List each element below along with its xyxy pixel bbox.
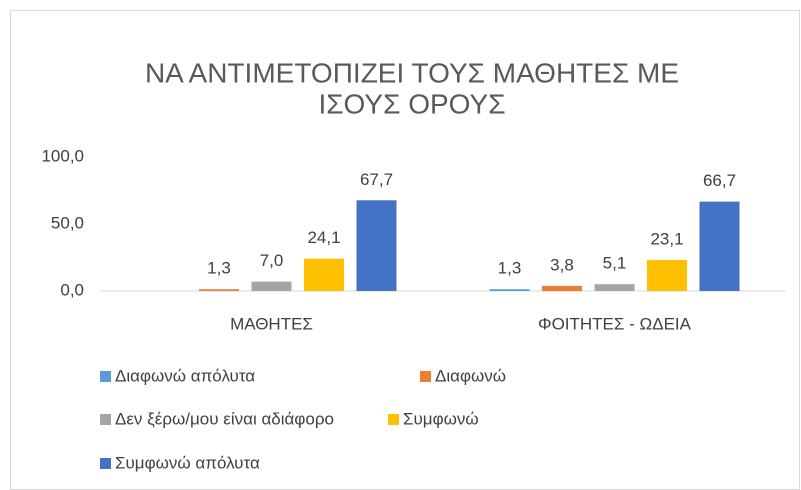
bar bbox=[542, 285, 582, 291]
bar bbox=[489, 289, 530, 291]
bar bbox=[594, 284, 635, 291]
value-label: 1,3 bbox=[498, 259, 522, 278]
legend-label: Δεν ξέρω/μου είναι αδιάφορο bbox=[115, 409, 334, 428]
value-label: 66,7 bbox=[703, 171, 736, 190]
bar bbox=[699, 201, 740, 291]
legend-swatch bbox=[420, 371, 431, 382]
legend-label: Διαφωνώ απόλυτα bbox=[115, 366, 255, 385]
value-label: 24,1 bbox=[307, 228, 340, 247]
legend-label: Συμφωνώ bbox=[403, 409, 479, 428]
x-tick-label: ΜΑΘΗΤΕΣ bbox=[230, 314, 313, 333]
y-tick-label: 100,0 bbox=[41, 146, 84, 165]
bar bbox=[647, 260, 687, 291]
y-tick-label: 50,0 bbox=[51, 213, 84, 232]
value-label: 23,1 bbox=[650, 230, 683, 249]
value-label: 5,1 bbox=[603, 254, 627, 273]
y-tick-label: 0,0 bbox=[60, 280, 84, 299]
legend-label: Συμφωνώ απόλυτα bbox=[115, 453, 260, 472]
bar bbox=[251, 281, 292, 291]
bar bbox=[356, 200, 397, 291]
legend-swatch bbox=[100, 458, 111, 469]
legend-swatch bbox=[388, 414, 399, 425]
value-label: 67,7 bbox=[360, 170, 393, 189]
bar bbox=[304, 258, 344, 291]
x-tick-label: ΦΟΙΤΗΤΕΣ - ΩΔΕΙΑ bbox=[538, 314, 692, 333]
legend-label: Διαφωνώ bbox=[435, 366, 506, 385]
legend-swatch bbox=[100, 414, 111, 425]
bar bbox=[199, 289, 239, 291]
chart-title: ΙΣΟΥΣ ΟΡΟΥΣ bbox=[318, 88, 505, 119]
value-label: 3,8 bbox=[550, 255, 574, 274]
value-label: 7,0 bbox=[260, 251, 284, 270]
value-label: 1,3 bbox=[207, 259, 231, 278]
chart-title: ΝΑ ΑΝΤΙΜΕΤΟΠΙΖΕΙ ΤΟΥΣ ΜΑΘΗΤΕΣ ΜΕ bbox=[145, 57, 679, 88]
legend-swatch bbox=[100, 371, 111, 382]
chart-frame bbox=[10, 10, 800, 490]
